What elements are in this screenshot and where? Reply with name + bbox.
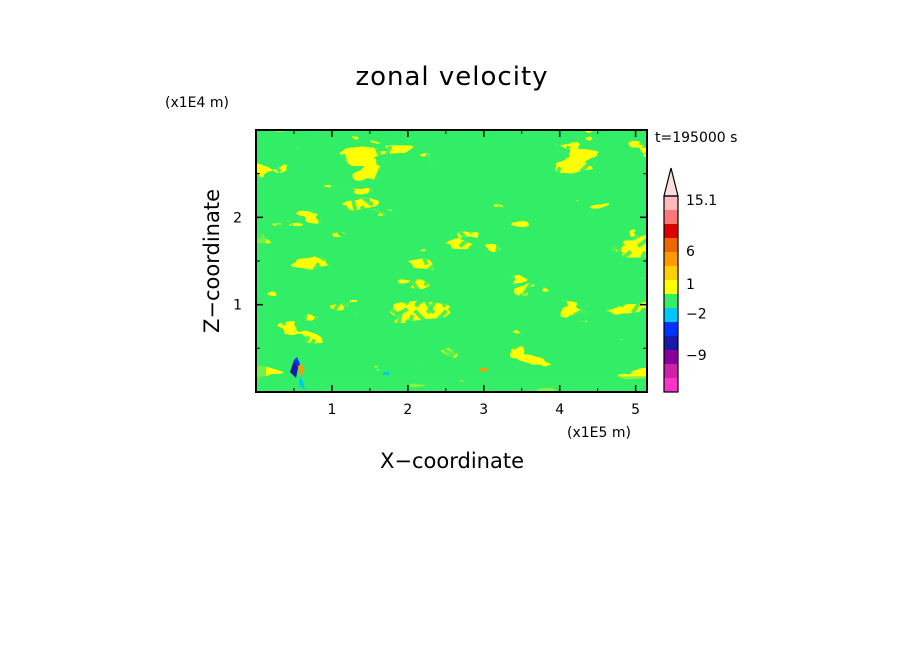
colorbar-segment	[664, 308, 678, 322]
field-streak	[592, 312, 647, 372]
field-streak	[256, 251, 474, 372]
field-streak	[256, 170, 391, 372]
colorbar-segment	[664, 238, 678, 252]
colorbar-segment	[664, 210, 678, 224]
field-streak	[316, 219, 595, 372]
field-streak	[471, 273, 647, 372]
field-streak	[350, 187, 596, 372]
field-streak	[470, 186, 647, 372]
x-tick-label: 1	[327, 402, 336, 418]
heatmap-field	[256, 130, 647, 392]
x-tick-label: 3	[479, 402, 488, 418]
field-streak	[336, 130, 391, 371]
colorbar-segment	[664, 280, 678, 294]
colorbar-segment	[664, 350, 678, 364]
colorbar-frame	[663, 195, 679, 393]
field-streak	[256, 230, 391, 372]
y-axis-ticks: 12	[233, 173, 647, 349]
field-streak	[471, 237, 647, 372]
y-multiplier-label: (x1E4 m)	[165, 95, 229, 111]
field-streak	[256, 206, 474, 372]
field-streak	[592, 288, 647, 372]
field-bottom-band	[256, 376, 647, 392]
time-label: t=195000 s	[655, 130, 737, 146]
field-streak	[541, 130, 596, 371]
field-streak	[314, 138, 475, 372]
field-streak	[256, 310, 296, 372]
colorbar-segment	[664, 378, 678, 392]
colorbar-label: −2	[686, 307, 707, 323]
field-streak	[256, 268, 391, 372]
x-axis-ticks: 1 2 3 4 5	[293, 130, 640, 418]
colorbar-segment	[664, 294, 678, 308]
field-streaks	[256, 130, 647, 392]
field-anomaly	[290, 357, 487, 390]
y-tick-label: 2	[233, 210, 242, 226]
x-tick-label: 5	[631, 402, 640, 418]
field-streak	[470, 130, 525, 371]
x-tick-label: 4	[555, 402, 564, 418]
colorbar-label: 15.1	[686, 193, 717, 209]
field-streak	[390, 160, 596, 372]
colorbar-segment	[664, 322, 678, 336]
colorbar-label: 1	[686, 277, 695, 293]
field-streak	[256, 347, 295, 372]
colorbar-segment	[664, 336, 678, 350]
chart-title: zonal velocity	[355, 62, 548, 92]
field-streak	[387, 160, 593, 372]
x-tick-label: 2	[403, 402, 412, 418]
colorbar-segment	[664, 252, 678, 266]
colorbar-label: 6	[686, 244, 695, 260]
field-streak	[269, 160, 474, 372]
field-streak	[419, 130, 475, 371]
colorbar: 15.1 6 1 −2 −9	[663, 167, 717, 393]
y-axis-label: Z−coordinate	[200, 189, 224, 333]
field-streak	[386, 130, 442, 371]
colorbar-extension	[663, 167, 679, 197]
colorbar-label: −9	[686, 348, 707, 364]
field-streak	[387, 138, 547, 372]
field-streak	[592, 327, 647, 372]
colorbar-segment	[664, 266, 678, 280]
field-streak	[292, 187, 538, 372]
field-streak	[470, 138, 631, 372]
field-streak	[592, 339, 647, 372]
colorbar-segment	[664, 364, 678, 378]
y-tick-label: 1	[233, 298, 242, 314]
field-streak	[292, 130, 347, 371]
field-streak	[256, 296, 390, 372]
x-axis-label: X−coordinate	[380, 449, 524, 473]
colorbar-segment	[664, 224, 678, 238]
x-multiplier-label: (x1E5 m)	[567, 425, 631, 441]
field-streak	[591, 130, 647, 371]
colorbar-segment	[664, 196, 678, 210]
field-streak	[436, 138, 596, 372]
